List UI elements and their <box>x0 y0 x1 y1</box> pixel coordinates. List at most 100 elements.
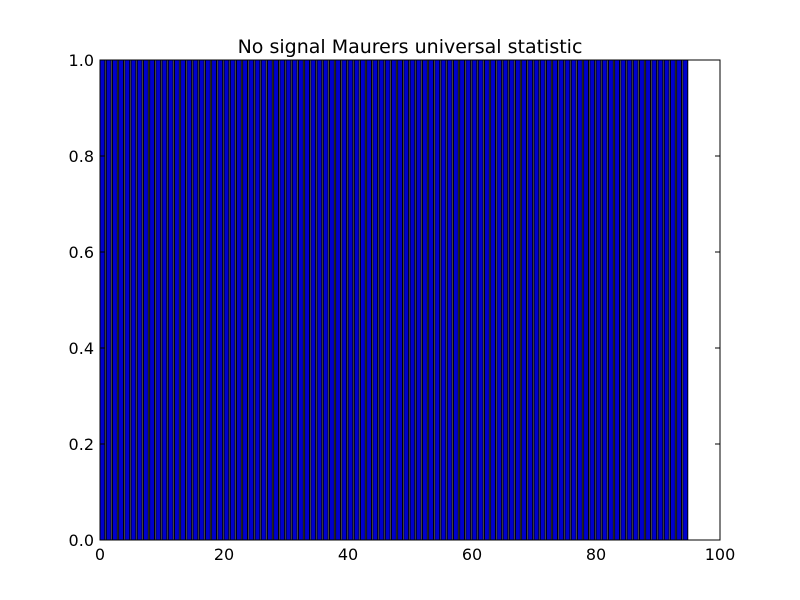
y-tick-label: 0.2 <box>69 435 94 454</box>
bar <box>378 59 385 541</box>
bar <box>459 59 466 541</box>
bar <box>167 59 174 541</box>
x-tick-label: 20 <box>214 545 234 564</box>
bar <box>198 59 205 541</box>
y-tick-label: 0.8 <box>69 147 94 166</box>
bar <box>682 59 689 541</box>
bar <box>465 59 472 541</box>
bar <box>403 59 410 541</box>
bar <box>130 59 137 541</box>
bar <box>669 59 676 541</box>
x-tick-label: 100 <box>705 545 736 564</box>
bar <box>285 59 292 541</box>
bar <box>366 59 373 541</box>
bar <box>260 59 267 541</box>
bar <box>601 59 608 541</box>
bar <box>397 59 404 541</box>
bar <box>589 59 596 541</box>
bar <box>626 59 633 541</box>
bar <box>372 59 379 541</box>
bar <box>347 59 354 541</box>
bar <box>446 59 453 541</box>
bar <box>552 59 559 541</box>
chart-title: No signal Maurers universal statistic <box>238 36 583 58</box>
bars-group <box>99 59 689 541</box>
bar <box>384 59 391 541</box>
bar <box>266 59 273 541</box>
bar <box>583 59 590 541</box>
bar <box>514 59 521 541</box>
bar <box>527 59 534 541</box>
axes-group <box>99 59 721 541</box>
bar <box>440 59 447 541</box>
bar <box>533 59 540 541</box>
bar <box>415 59 422 541</box>
bar <box>421 59 428 541</box>
bar <box>632 59 639 541</box>
y-tick-label: 0.6 <box>69 243 94 262</box>
bar <box>477 59 484 541</box>
bar <box>353 59 360 541</box>
bar <box>614 59 621 541</box>
bar <box>428 59 435 541</box>
bar <box>607 59 614 541</box>
bar <box>496 59 503 541</box>
bar <box>310 59 317 541</box>
bar <box>390 59 397 541</box>
bar <box>545 59 552 541</box>
bar <box>595 59 602 541</box>
bar <box>539 59 546 541</box>
y-tick-label: 0.0 <box>69 531 94 550</box>
x-tick-label: 40 <box>338 545 358 564</box>
bar <box>118 59 125 541</box>
bar <box>570 59 577 541</box>
bar <box>502 59 509 541</box>
bar <box>161 59 168 541</box>
bar <box>242 59 249 541</box>
bar <box>558 59 565 541</box>
bar <box>620 59 627 541</box>
bar <box>304 59 311 541</box>
ticks-group: 0 20 40 60 80 100 0.0 0.2 0.4 0.6 0.8 1.0 <box>69 51 736 564</box>
bar <box>638 59 645 541</box>
bar <box>359 59 366 541</box>
bar <box>452 59 459 541</box>
bar <box>192 59 199 541</box>
plot-frame <box>99 59 721 541</box>
bar <box>316 59 323 541</box>
x-tick-label: 80 <box>586 545 606 564</box>
bar <box>508 59 515 541</box>
bar <box>576 59 583 541</box>
bar <box>273 59 280 541</box>
bar <box>490 59 497 541</box>
x-tick-label: 0 <box>95 545 105 564</box>
x-tick-label: 60 <box>462 545 482 564</box>
bar <box>173 59 180 541</box>
bar <box>211 59 218 541</box>
bar <box>322 59 329 541</box>
bar <box>155 59 162 541</box>
bar <box>235 59 242 541</box>
bar <box>124 59 131 541</box>
bar <box>471 59 478 541</box>
bar <box>657 59 664 541</box>
bar <box>180 59 187 541</box>
bar <box>204 59 211 541</box>
bar <box>217 59 224 541</box>
bar <box>248 59 255 541</box>
bar <box>105 59 112 541</box>
bar <box>564 59 571 541</box>
bar <box>111 59 118 541</box>
bar <box>149 59 156 541</box>
bar <box>136 59 143 541</box>
bar <box>335 59 342 541</box>
y-tick-label: 1.0 <box>69 51 94 70</box>
bar <box>645 59 652 541</box>
bar <box>663 59 670 541</box>
y-tick-label: 0.4 <box>69 339 94 358</box>
bar <box>341 59 348 541</box>
bar <box>254 59 261 541</box>
bar <box>186 59 193 541</box>
bar <box>483 59 490 541</box>
